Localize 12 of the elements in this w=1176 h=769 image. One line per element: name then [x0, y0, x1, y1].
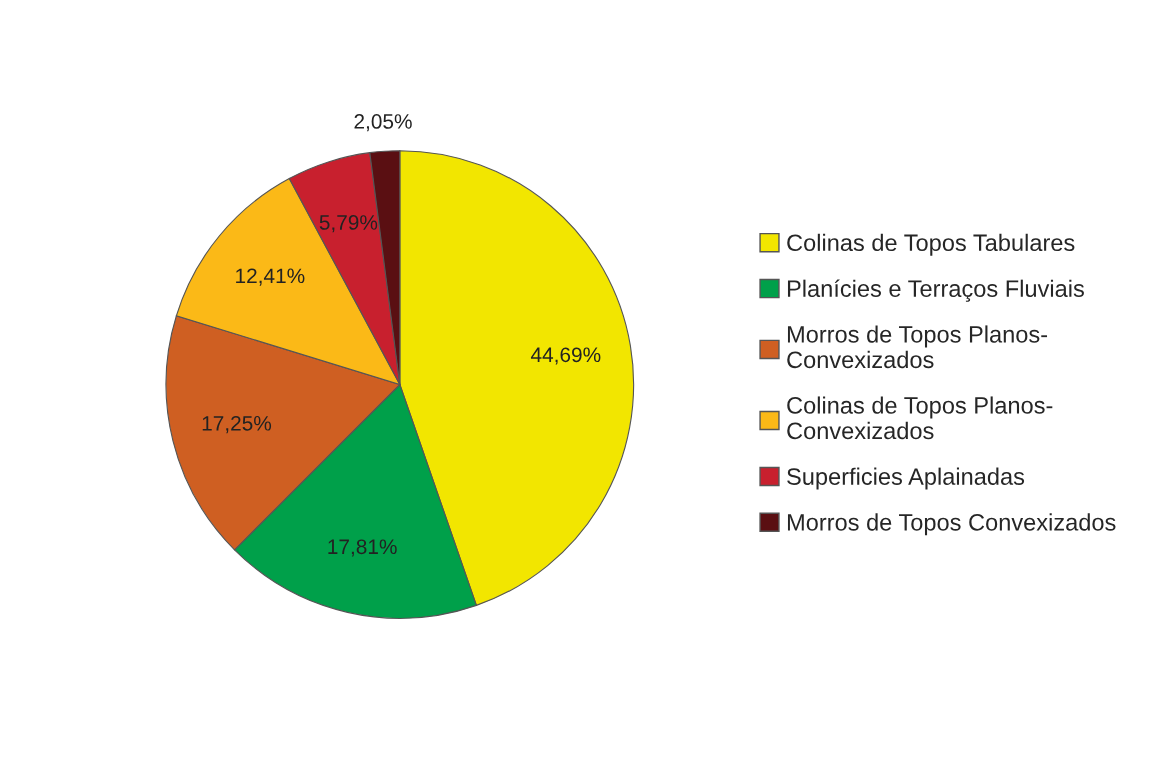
data-label: 17,25%: [202, 415, 272, 434]
data-label: 12,41%: [236, 268, 305, 286]
data-label: 17,81%: [328, 539, 397, 557]
legend-label: Morros de Topos Planos- Convexizados: [787, 325, 1048, 369]
legend-label: Colinas de Topos Planos- Convexizados: [787, 396, 1053, 440]
legend-label: Morros de Topos Convexizados: [787, 513, 1116, 536]
data-label: 5,79%: [319, 215, 378, 233]
legend-label: Superficies Aplainadas: [787, 467, 1025, 490]
legend-label: Colinas de Topos Tabulares: [787, 233, 1075, 256]
data-label: 44,69%: [530, 347, 601, 365]
data-label: 2,05%: [354, 114, 412, 132]
legend-label: Planícies e Terraços Fluviais: [787, 279, 1084, 302]
